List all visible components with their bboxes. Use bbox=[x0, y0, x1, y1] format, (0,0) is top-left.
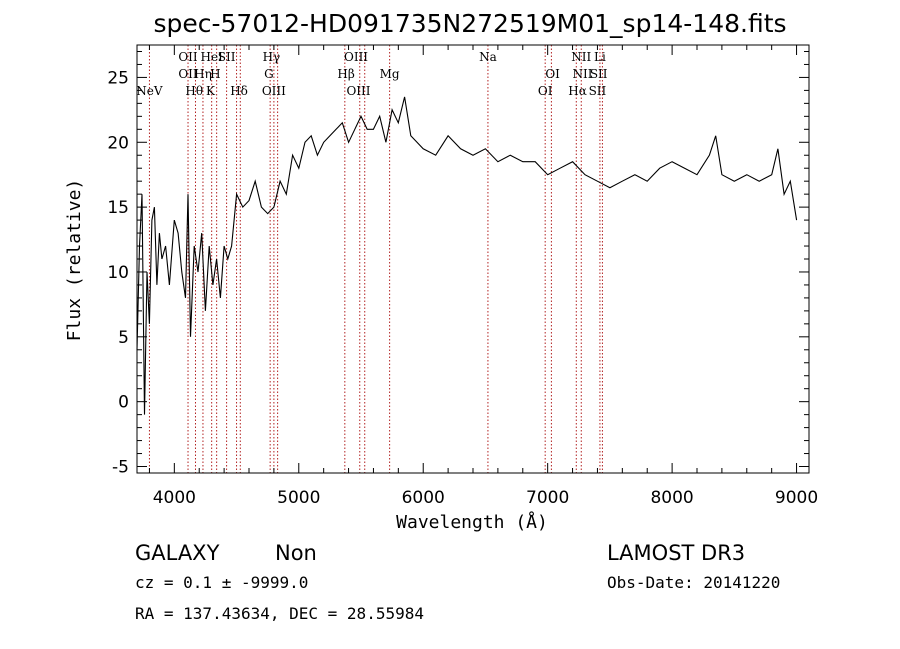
x-tick-label: 8000 bbox=[650, 488, 693, 508]
line-label: Hδ bbox=[230, 84, 248, 98]
emission-line-markers bbox=[148, 45, 603, 473]
line-label: Hη bbox=[194, 67, 212, 81]
line-label: G bbox=[264, 67, 274, 81]
x-tick-label: 7000 bbox=[526, 488, 569, 508]
x-tick-label: 9000 bbox=[775, 488, 818, 508]
line-label: NII bbox=[571, 50, 591, 64]
line-label: NII bbox=[573, 67, 593, 81]
x-tick-label: 4000 bbox=[153, 488, 196, 508]
emission-line-labels: NeV OII OII Hθ Hη HeI HK SII Hδ Hγ G OIII Hβ OIII OIII… bbox=[136, 50, 607, 98]
line-label: OI bbox=[545, 67, 560, 81]
line-label: OII bbox=[178, 67, 198, 81]
object-class: GALAXY bbox=[135, 541, 220, 565]
obs-date-line: Obs-Date: 20141220 bbox=[607, 573, 780, 592]
x-axis-label: Wavelength (Å) bbox=[396, 511, 548, 533]
redshift-line: cz = 0.1 ± -9999.0 bbox=[135, 573, 308, 592]
line-label: Hα bbox=[568, 84, 587, 98]
line-label: SII bbox=[218, 50, 236, 64]
y-tick-label: 10 bbox=[107, 263, 129, 283]
x-tick-label: 5000 bbox=[277, 488, 320, 508]
coordinates-line: RA = 137.43634, DEC = 28.55984 bbox=[135, 604, 424, 623]
y-tick-label: -5 bbox=[112, 458, 129, 478]
line-label: Hγ bbox=[263, 50, 281, 64]
line-label: SII bbox=[590, 67, 608, 81]
line-label: HeI bbox=[201, 50, 224, 64]
line-label: OIII bbox=[346, 84, 370, 98]
line-label: SII bbox=[589, 84, 607, 98]
object-subclass: Non bbox=[275, 541, 317, 565]
line-label: OII bbox=[178, 50, 198, 64]
y-tick-label: 15 bbox=[107, 198, 129, 218]
line-label: K bbox=[206, 84, 216, 98]
line-label: NeV bbox=[136, 84, 163, 98]
line-label: Li bbox=[594, 50, 606, 64]
y-tick-label: 20 bbox=[107, 133, 129, 153]
x-tick-label: 6000 bbox=[402, 488, 445, 508]
line-label: OI bbox=[538, 84, 553, 98]
y-tick-label: 0 bbox=[118, 393, 129, 413]
line-label: Mg bbox=[380, 67, 400, 81]
line-label: Hβ bbox=[337, 67, 354, 81]
plot-frame bbox=[136, 44, 810, 474]
survey-name: LAMOST DR3 bbox=[607, 541, 745, 565]
line-label: Na bbox=[479, 50, 497, 64]
spectrum-line bbox=[136, 96, 798, 415]
y-tick-label: 5 bbox=[118, 328, 129, 348]
line-label: Hθ bbox=[185, 84, 203, 98]
line-label: OIII bbox=[344, 50, 368, 64]
y-tick-label: 25 bbox=[107, 68, 129, 88]
line-label: OIII bbox=[262, 84, 286, 98]
x-axis-ticks: 4000 5000 6000 7000 8000 9000 bbox=[148, 45, 818, 508]
line-label: H bbox=[210, 67, 220, 81]
y-axis-label: Flux (relative) bbox=[64, 179, 85, 342]
y-axis-ticks: -5 0 5 10 15 20 25 bbox=[107, 50, 809, 478]
chart-title: spec-57012-HD091735N272519M01_sp14-148.f… bbox=[153, 9, 786, 38]
